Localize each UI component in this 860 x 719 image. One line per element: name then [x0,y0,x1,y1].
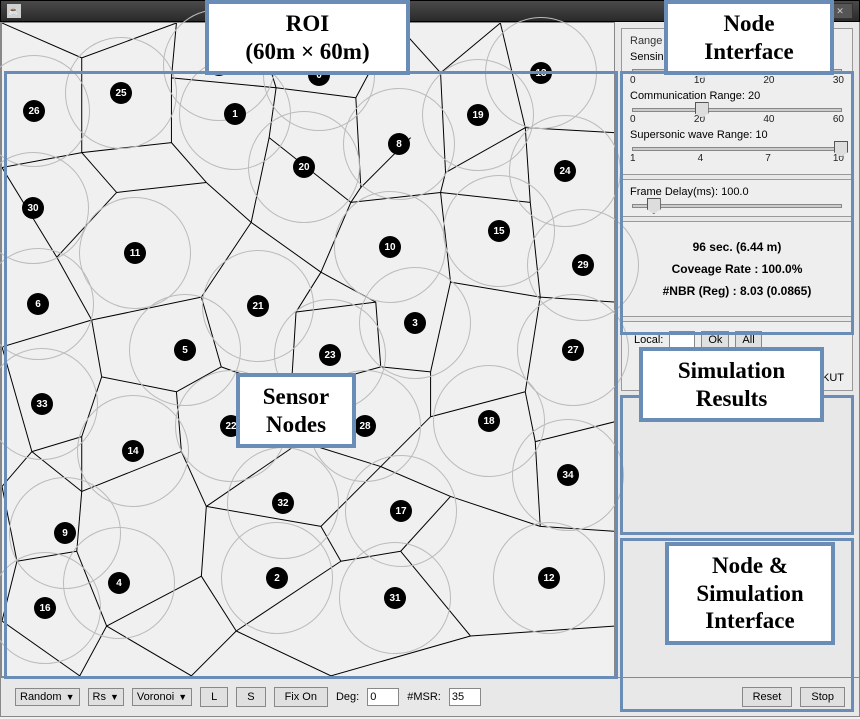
sensor-node[interactable]: 32 [272,492,294,514]
callout-sim-results: SimulationResults [639,347,824,422]
sensor-node[interactable]: 25 [110,82,132,104]
sensor-node[interactable]: 2 [266,567,288,589]
fix-button[interactable]: Fix On [274,687,328,707]
callout-sensor-nodes: SensorNodes [236,373,356,448]
l-button[interactable]: L [200,687,228,707]
frame-delay-panel: Frame Delay(ms): 100.0 [621,179,853,217]
callout-node-sim-interface: Node &SimulationInterface [665,542,835,645]
result-nbr: #NBR (Reg) : 8.03 (0.0865) [626,284,848,298]
sensor-node[interactable]: 26 [23,100,45,122]
sensor-node[interactable]: 10 [379,236,401,258]
sensor-node[interactable]: 31 [384,587,406,609]
results-panel: 96 sec. (6.44 m) Coveage Rate : 100.0% #… [621,221,853,317]
msr-label: #MSR: [407,691,441,703]
sensor-node[interactable]: 1 [224,103,246,125]
sensor-node[interactable]: 20 [293,156,315,178]
frame-delay-slider[interactable] [632,204,842,208]
slider-label-1: Communication Range: 20 [630,90,844,102]
deg-label: Deg: [336,691,359,703]
sensor-node[interactable]: 28 [354,415,376,437]
roi-canvas[interactable]: 0123456789101112131415161718192021222324… [1,22,615,677]
s-button[interactable]: S [236,687,265,707]
sensor-node[interactable]: 13 [530,62,552,84]
sensor-node[interactable]: 8 [388,133,410,155]
deg-input[interactable] [367,688,399,706]
sensor-node[interactable]: 9 [54,522,76,544]
slider-1[interactable] [632,108,842,112]
result-coverage: Coveage Rate : 100.0% [626,262,848,276]
init-mode-dropdown[interactable]: Random▼ [15,688,80,706]
bottom-toolbar: Random▼ Rs▼ Voronoi▼ L S Fix On Deg: #MS… [0,677,860,717]
local-label: Local: [634,334,663,346]
frame-delay-label: Frame Delay(ms): [630,186,718,198]
java-icon: ☕ [7,4,21,18]
sensor-node[interactable]: 27 [562,339,584,361]
frame-delay-value: 100.0 [721,186,749,198]
sensor-node[interactable]: 18 [478,410,500,432]
sensor-node[interactable]: 4 [108,572,130,594]
sensor-node[interactable]: 5 [174,339,196,361]
sensor-node[interactable]: 34 [557,464,579,486]
sensor-node[interactable]: 21 [247,295,269,317]
callout-roi: ROI(60m × 60m) [205,0,410,75]
sensor-node[interactable]: 6 [27,293,49,315]
msr-input[interactable] [449,688,481,706]
stop-button[interactable]: Stop [800,687,845,707]
slider-label-2: Supersonic wave Range: 10 [630,129,844,141]
sensor-node[interactable]: 14 [122,440,144,462]
sensor-node[interactable]: 16 [34,597,56,619]
sensor-node[interactable]: 23 [319,344,341,366]
slider-2[interactable] [632,147,842,151]
sensor-node[interactable]: 30 [22,197,44,219]
reset-button[interactable]: Reset [742,687,793,707]
sensor-node[interactable]: 3 [404,312,426,334]
sensor-node[interactable]: 12 [538,567,560,589]
callout-node-interface: NodeInterface [664,0,834,75]
frame-delay-thumb[interactable] [647,198,661,214]
sensor-node[interactable]: 17 [390,500,412,522]
rs-dropdown[interactable]: Rs▼ [88,688,124,706]
sensor-node[interactable]: 15 [488,220,510,242]
sensor-node[interactable]: 19 [467,104,489,126]
sensor-node[interactable]: 33 [31,393,53,415]
sensor-node[interactable]: 29 [572,254,594,276]
result-time: 96 sec. (6.44 m) [626,240,848,254]
sensor-node[interactable]: 24 [554,160,576,182]
sensor-node[interactable]: 11 [124,242,146,264]
view-dropdown[interactable]: Voronoi▼ [132,688,192,706]
